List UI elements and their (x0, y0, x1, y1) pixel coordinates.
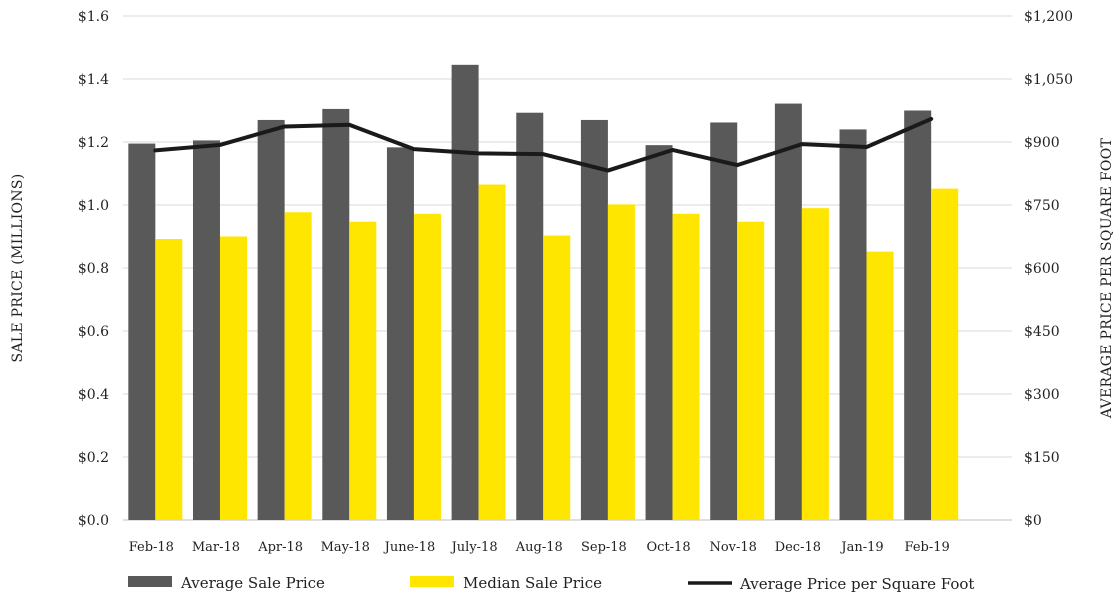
bar-median-sale-price (413, 213, 441, 520)
bar-median-sale-price (672, 213, 700, 520)
y-tick-label: $1.0 (78, 198, 109, 214)
bar-median-sale-price (931, 188, 959, 520)
y-tick-label: $0.0 (78, 513, 109, 529)
bar-average-sale-price (516, 112, 544, 520)
bars (128, 64, 959, 521)
y-axis-right-title: AVERAGE PRICE PER SQUARE FOOT (1099, 138, 1115, 420)
bar-median-sale-price (866, 251, 894, 520)
bar-median-sale-price (607, 204, 635, 520)
y2-tick-label: $300 (1024, 387, 1060, 403)
bar-average-sale-price (451, 64, 479, 520)
y2-tick-label: $450 (1024, 324, 1060, 340)
y2-tick-label: $900 (1024, 135, 1060, 151)
bar-median-sale-price (219, 236, 247, 520)
legend-swatch-average-sale-price (128, 576, 172, 587)
y-axis-right-ticks: $0 $150 $300 $450 $600 $750 $900 $1,050 $1,200 (1024, 9, 1073, 529)
bar-median-sale-price (478, 184, 506, 520)
price-per-sqft-line (153, 116, 934, 173)
x-tick-label: June-18 (383, 540, 436, 555)
y2-tick-label: $1,050 (1024, 72, 1073, 88)
bar-average-sale-price (322, 108, 350, 521)
bar-average-sale-price (904, 110, 932, 520)
legend-swatch-median-sale-price (410, 576, 454, 587)
x-tick-label: Apr-18 (257, 540, 303, 555)
legend-label-median-sale-price: Median Sale Price (463, 574, 602, 592)
y-tick-label: $0.6 (78, 324, 109, 340)
y2-tick-label: $0 (1024, 513, 1042, 529)
legend-label-average-sale-price: Average Sale Price (180, 574, 325, 592)
bar-average-sale-price (257, 119, 285, 520)
bar-median-sale-price (349, 221, 377, 520)
x-tick-label: May-18 (321, 540, 370, 555)
y-axis-left-ticks: $0.0 $0.2 $0.4 $0.6 $0.8 $1.0 $1.2 $1.4 $1.6 (78, 9, 109, 529)
bar-median-sale-price (801, 208, 829, 520)
bar-average-sale-price (128, 143, 156, 520)
x-tick-label: Aug-18 (515, 540, 563, 555)
x-tick-label: Feb-19 (905, 540, 950, 555)
bar-median-sale-price (543, 235, 571, 520)
bar-median-sale-price (155, 239, 183, 520)
x-axis-ticks: Feb-18 Mar-18 Apr-18 May-18 June-18 July-18 Au… (129, 540, 950, 555)
y-tick-label: $1.4 (78, 72, 109, 88)
x-tick-label: July-18 (450, 540, 498, 555)
y2-tick-label: $600 (1024, 261, 1060, 277)
bar-average-sale-price (839, 129, 867, 520)
x-tick-label: Feb-18 (129, 540, 174, 555)
bar-median-sale-price (284, 212, 312, 520)
x-tick-label: Sep-18 (581, 540, 627, 555)
y-tick-label: $0.8 (78, 261, 109, 277)
y-tick-label: $1.2 (78, 135, 109, 151)
x-tick-label: Jan-19 (839, 540, 883, 555)
x-tick-label: Mar-18 (192, 540, 240, 555)
bar-average-sale-price (645, 145, 673, 520)
y-tick-label: $0.2 (78, 450, 109, 466)
x-tick-label: Nov-18 (709, 540, 756, 555)
y-tick-label: $0.4 (78, 387, 109, 403)
y2-tick-label: $1,200 (1024, 9, 1073, 25)
bar-average-sale-price (386, 147, 414, 521)
bar-average-sale-price (192, 140, 220, 521)
y-tick-label: $1.6 (78, 9, 109, 25)
bar-median-sale-price (737, 221, 765, 520)
x-tick-label: Dec-18 (775, 540, 821, 555)
bar-average-sale-price (710, 122, 738, 520)
bar-average-sale-price (580, 119, 608, 520)
y-axis-left-title: SALE PRICE (MILLIONS) (10, 173, 26, 362)
legend: Average Sale Price Median Sale Price Ave… (128, 574, 974, 592)
x-tick-label: Oct-18 (647, 540, 691, 555)
bar-average-sale-price (774, 103, 802, 520)
line-average-price-per-square-foot (153, 116, 934, 173)
legend-label-average-price-per-square-foot: Average Price per Square Foot (739, 575, 974, 592)
y2-tick-label: $750 (1024, 198, 1060, 214)
y2-tick-label: $150 (1024, 450, 1060, 466)
